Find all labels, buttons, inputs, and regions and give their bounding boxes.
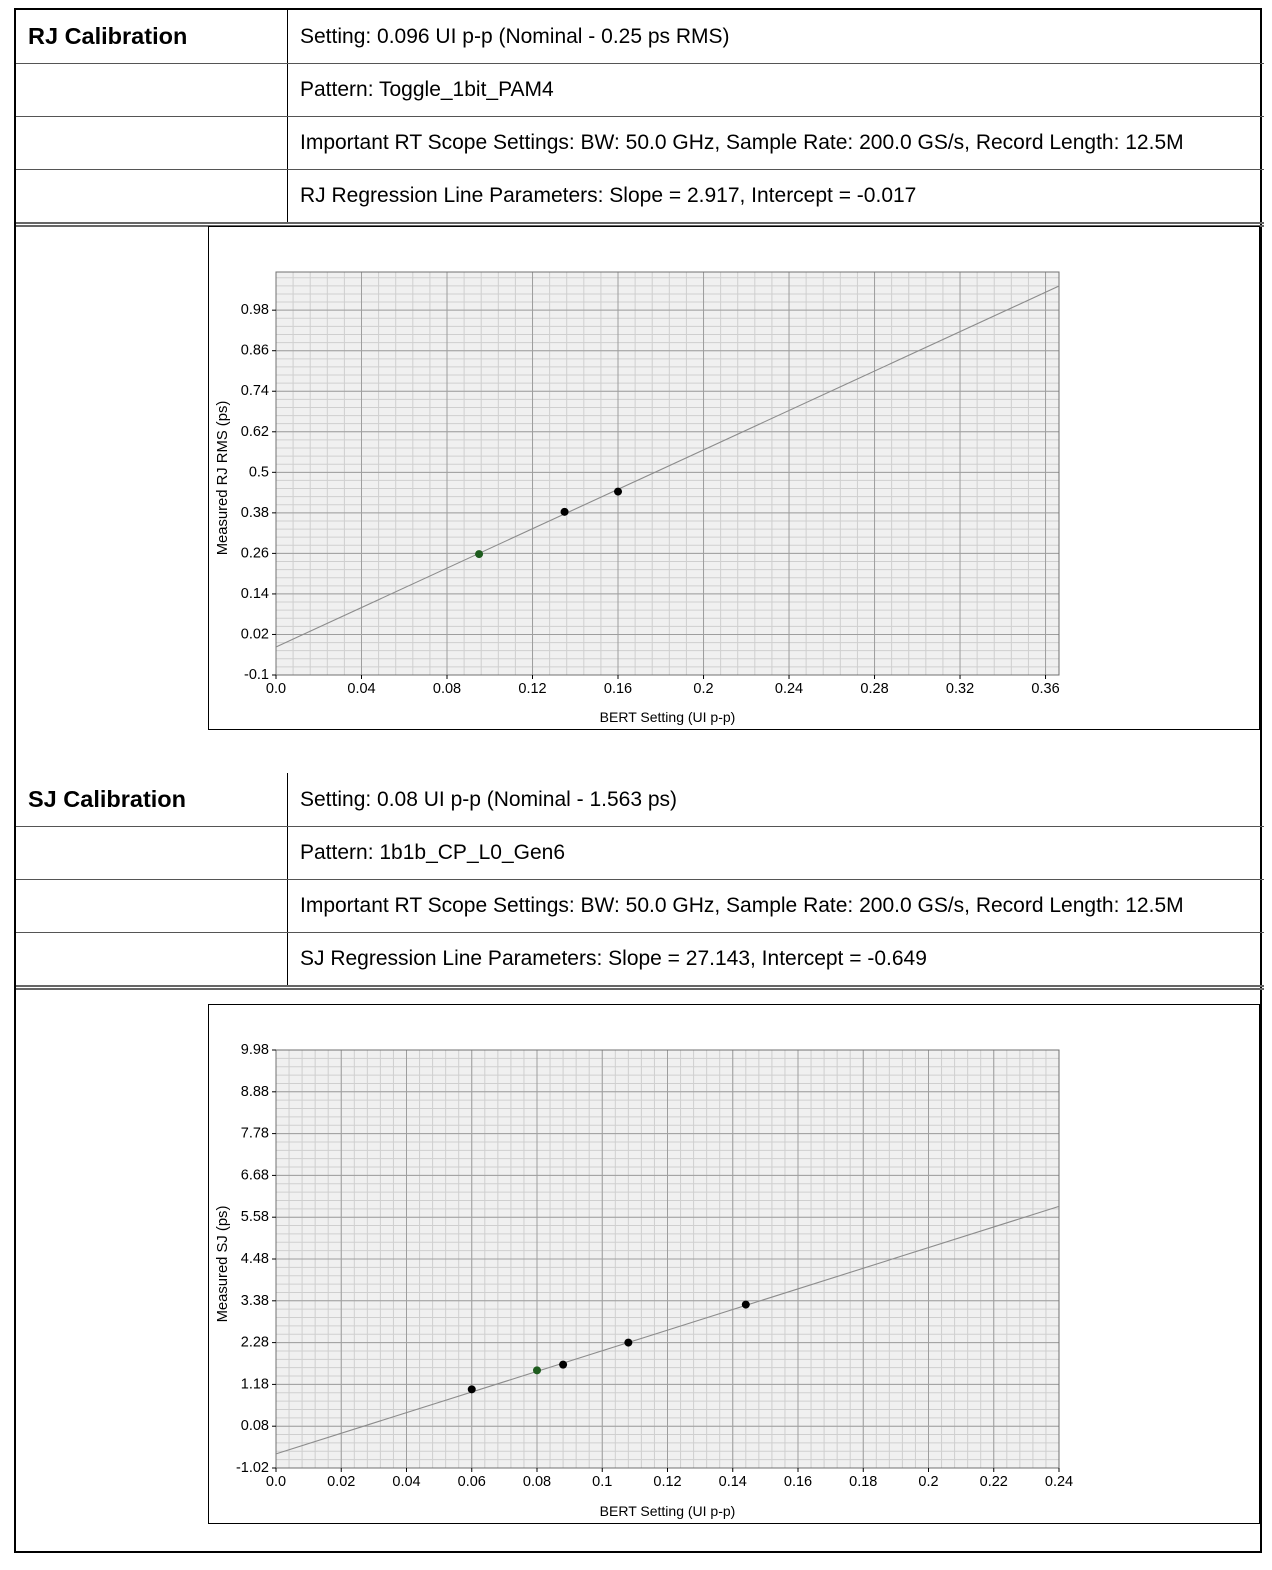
- svg-text:0.04: 0.04: [392, 1474, 420, 1490]
- svg-text:0.08: 0.08: [433, 681, 461, 697]
- svg-text:2.28: 2.28: [241, 1335, 269, 1351]
- svg-text:0.24: 0.24: [775, 681, 803, 697]
- svg-text:5.58: 5.58: [241, 1209, 269, 1225]
- svg-text:0.12: 0.12: [653, 1474, 681, 1490]
- svg-text:0.2: 0.2: [918, 1474, 938, 1490]
- svg-text:7.78: 7.78: [241, 1126, 269, 1142]
- svg-text:0.04: 0.04: [347, 681, 375, 697]
- svg-text:0.26: 0.26: [241, 545, 269, 561]
- svg-text:0.06: 0.06: [458, 1474, 486, 1490]
- svg-text:0.02: 0.02: [327, 1474, 355, 1490]
- svg-text:0.22: 0.22: [980, 1474, 1008, 1490]
- svg-text:-0.1: -0.1: [244, 667, 269, 683]
- svg-text:0.18: 0.18: [849, 1474, 877, 1490]
- svg-text:0.1: 0.1: [592, 1474, 612, 1490]
- svg-text:0.38: 0.38: [241, 505, 269, 521]
- svg-text:0.62: 0.62: [241, 424, 269, 440]
- svg-text:0.16: 0.16: [784, 1474, 812, 1490]
- svg-text:0.24: 0.24: [1045, 1474, 1073, 1490]
- svg-text:0.98: 0.98: [241, 302, 269, 318]
- svg-text:0.08: 0.08: [523, 1474, 551, 1490]
- svg-text:BERT Setting (UI p-p): BERT Setting (UI p-p): [600, 1503, 736, 1519]
- svg-text:8.88: 8.88: [241, 1084, 269, 1100]
- svg-text:6.68: 6.68: [241, 1167, 269, 1183]
- svg-text:0.74: 0.74: [241, 383, 269, 399]
- svg-text:0.0: 0.0: [266, 1474, 286, 1490]
- svg-text:0.28: 0.28: [860, 681, 888, 697]
- svg-text:4.48: 4.48: [241, 1251, 269, 1267]
- svg-text:0.5: 0.5: [249, 464, 269, 480]
- svg-text:0.2: 0.2: [693, 681, 713, 697]
- svg-text:-1.02: -1.02: [236, 1460, 269, 1476]
- svg-text:0.14: 0.14: [241, 586, 269, 602]
- svg-text:0.14: 0.14: [719, 1474, 747, 1490]
- svg-text:0.16: 0.16: [604, 681, 632, 697]
- svg-text:0.0: 0.0: [266, 681, 286, 697]
- svg-text:1.18: 1.18: [241, 1376, 269, 1392]
- svg-text:0.86: 0.86: [241, 343, 269, 359]
- svg-text:0.02: 0.02: [241, 626, 269, 642]
- svg-text:3.38: 3.38: [241, 1293, 269, 1309]
- svg-text:0.08: 0.08: [241, 1418, 269, 1434]
- svg-text:0.36: 0.36: [1031, 681, 1059, 697]
- svg-text:0.12: 0.12: [518, 681, 546, 697]
- svg-text:9.98: 9.98: [241, 1042, 269, 1058]
- svg-text:0.32: 0.32: [946, 681, 974, 697]
- svg-text:BERT Setting (UI p-p): BERT Setting (UI p-p): [600, 709, 736, 725]
